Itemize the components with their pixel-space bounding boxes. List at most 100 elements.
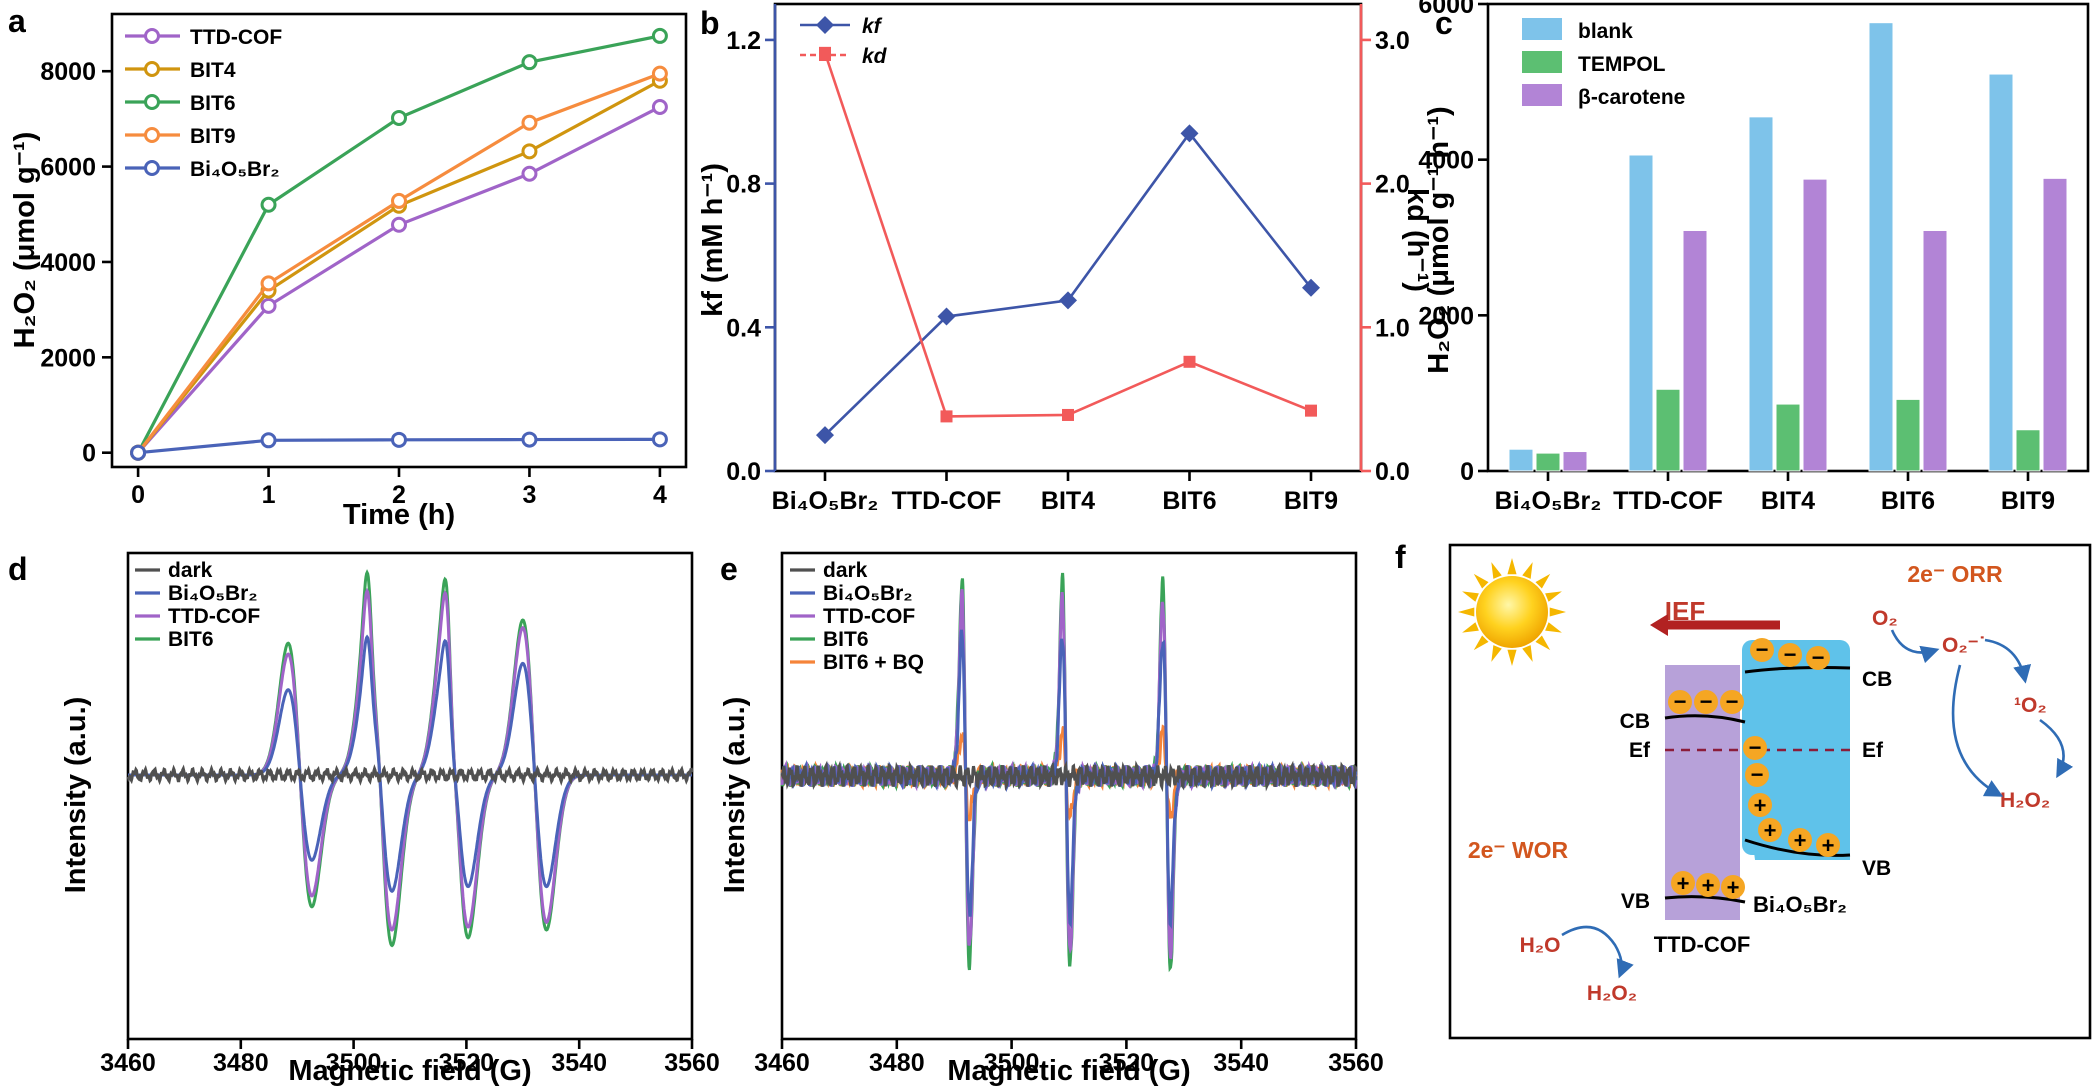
hole-icon xyxy=(1816,833,1840,857)
legend-label-d: TTD-COF xyxy=(168,605,260,628)
panel-a: a 0 2000 4000 6000 8000 0 1 2 3 4 Time (h) H₂O₂ … xyxy=(8,3,688,531)
hole-icon xyxy=(1758,818,1782,842)
panel-label-e: e xyxy=(720,551,738,587)
panel-label-d: d xyxy=(8,551,28,587)
h2o2-product-left: H₂O₂ xyxy=(1587,982,1637,1005)
x-tick-label-b: TTD-COF xyxy=(892,487,1002,515)
data-point-a xyxy=(130,444,147,461)
legend-label-b: kd xyxy=(862,45,888,68)
electron-sign: − xyxy=(1812,645,1825,670)
x-tick-label-d: 3540 xyxy=(551,1049,607,1077)
sun-ray xyxy=(1458,607,1475,617)
sun-icon xyxy=(1458,558,1566,666)
legend-label-a: TTD-COF xyxy=(190,26,282,49)
bar-c xyxy=(1682,229,1708,472)
bar-c xyxy=(1655,388,1681,472)
electron-icon xyxy=(1694,690,1718,714)
y-axis-label-a: H₂O₂ (μmol g⁻¹) xyxy=(9,132,41,349)
h2o-to-h2o2-arrow-icon xyxy=(1561,925,1634,979)
legend-label-b: kf xyxy=(862,15,883,38)
legend-label-e: BIT6 + BQ xyxy=(823,651,924,674)
sun-ray xyxy=(1473,635,1489,651)
electron-icon xyxy=(1745,763,1769,787)
data-point-a xyxy=(391,216,407,233)
hole-sign: + xyxy=(1727,875,1740,900)
h2o2-product-right: H₂O₂ xyxy=(2000,789,2050,812)
y-tick-label-a: 0 xyxy=(82,440,96,468)
electron-icon xyxy=(1743,736,1767,760)
hole-icon xyxy=(1748,793,1772,817)
y-tick-label-c: 6000 xyxy=(1418,0,1474,19)
sun-ray xyxy=(1535,635,1551,651)
y-axis-label-right-b: kd (h⁻¹) xyxy=(1401,188,1433,292)
charge-carriers: − − −− − −−−++ + ++ + + xyxy=(1668,637,1840,900)
x-tick-label-d: 3500 xyxy=(326,1049,382,1077)
ef-label-right: Ef xyxy=(1862,739,1884,762)
y-axis-label-c: H₂O₂ (μmol g⁻¹ h⁻¹) xyxy=(1423,106,1455,373)
sun-ray xyxy=(1545,591,1562,602)
sun-ray xyxy=(1507,558,1517,575)
hole-sign: + xyxy=(1754,793,1767,818)
electron-sign: − xyxy=(1700,689,1713,714)
hole-sign: + xyxy=(1764,818,1777,843)
panel-label-a: a xyxy=(8,3,26,39)
data-point-a xyxy=(521,165,538,182)
x-tick-label-a: 3 xyxy=(523,481,537,509)
legend-marker-a xyxy=(144,28,160,44)
panel-label-f: f xyxy=(1395,539,1406,575)
cb-line-right xyxy=(1744,666,1851,674)
panel-f: f IEF − − −− − −−−++ + ++ + + CB CB Ef Ef VB VB … xyxy=(1395,539,2092,1040)
legend-marker-a xyxy=(144,61,160,77)
x-tick-label-c: Bi₄O₅Br₂ xyxy=(1495,487,1602,515)
wor-label: 2e⁻ WOR xyxy=(1468,837,1569,863)
spectra-group-e xyxy=(780,572,1358,973)
bar-c xyxy=(1748,116,1774,472)
spectrum-line-d xyxy=(128,634,692,894)
hole-sign: + xyxy=(1822,833,1835,858)
hole-sign: + xyxy=(1702,873,1715,898)
legend-label-a: BIT4 xyxy=(190,59,236,82)
sun-ray xyxy=(1545,622,1562,633)
vb-label-right: VB xyxy=(1862,857,1891,880)
hole-icon xyxy=(1721,875,1745,899)
sun-ray xyxy=(1462,591,1479,602)
orr-label: 2e⁻ ORR xyxy=(1907,561,2003,587)
legend-label-d: dark xyxy=(168,559,213,582)
hole-sign: + xyxy=(1677,871,1690,896)
data-point-b xyxy=(1302,278,1320,297)
x-axis-label-a: Time (h) xyxy=(343,499,455,531)
data-point-a xyxy=(521,143,538,160)
sun-ray xyxy=(1491,645,1502,662)
vb-line-left xyxy=(1664,895,1746,904)
x-axis-e: 3460 3480 3500 3520 3540 3560 xyxy=(754,1039,1384,1077)
x-tick-label-e: 3520 xyxy=(1099,1049,1155,1077)
x-tick-label-e: 3540 xyxy=(1213,1049,1269,1077)
legend-label-c: blank xyxy=(1578,20,1633,43)
o2-to-superoxide-arrow-icon xyxy=(1890,629,1940,664)
y-axis-left-b: 0.0 0.4 0.8 1.2 xyxy=(726,4,777,486)
sun-disc xyxy=(1476,576,1548,648)
legend-marker-b xyxy=(819,49,831,61)
data-point-b xyxy=(1183,355,1196,368)
hole-icon xyxy=(1696,873,1720,897)
legend-c: blank TEMPOL β-carotene xyxy=(1522,18,1685,109)
x-tick-label-b: BIT4 xyxy=(1041,487,1095,515)
hole-icon xyxy=(1788,828,1812,852)
legend-marker-b xyxy=(816,16,834,34)
legend-marker-a xyxy=(144,127,160,143)
y-tick-label-c: 2000 xyxy=(1418,302,1474,330)
data-point-a xyxy=(391,431,407,448)
x-tick-label-a: 2 xyxy=(392,481,406,509)
bar-c xyxy=(1895,398,1921,472)
legend-label-e: BIT6 xyxy=(823,628,869,651)
panel-label-c: c xyxy=(1435,5,1453,41)
cb-label-left: CB xyxy=(1620,710,1650,733)
data-point-a xyxy=(651,65,668,82)
x-tick-label-a: 0 xyxy=(131,481,145,509)
legend-label-e: dark xyxy=(823,559,868,582)
plot-frame-d xyxy=(126,551,694,1041)
x-tick-label-c: BIT6 xyxy=(1881,487,1935,515)
spectrum-line-e xyxy=(780,760,1358,793)
